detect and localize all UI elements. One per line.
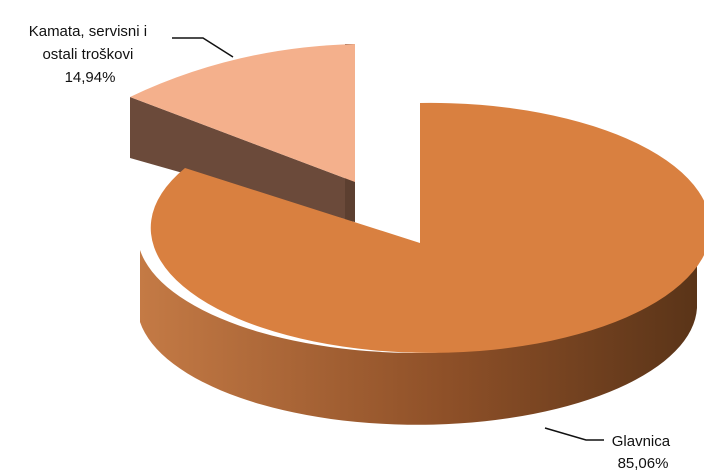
- slice-glavnica-side: [140, 237, 697, 425]
- label-glavnica: Glavnica 85,06%: [612, 433, 675, 472]
- slice-glavnica-top: [150, 102, 704, 353]
- slice-kamata-top: [130, 44, 355, 182]
- label-kamata-line1: Kamata, servisni i: [29, 23, 147, 40]
- label-kamata: Kamata, servisni i ostali troškovi 14,94…: [29, 23, 152, 86]
- label-glavnica-value: 85,06%: [618, 455, 669, 472]
- slice-kamata-side-left: [130, 97, 355, 222]
- leader-line-kamata: [172, 37, 234, 58]
- label-kamata-line2: ostali troškovi: [42, 46, 133, 63]
- leader-line-glavnica: [544, 427, 604, 441]
- label-glavnica-line1: Glavnica: [612, 433, 671, 450]
- label-kamata-value: 14,94%: [65, 69, 116, 86]
- slice-glavnica: [140, 102, 704, 425]
- slice-kamata: [130, 44, 355, 222]
